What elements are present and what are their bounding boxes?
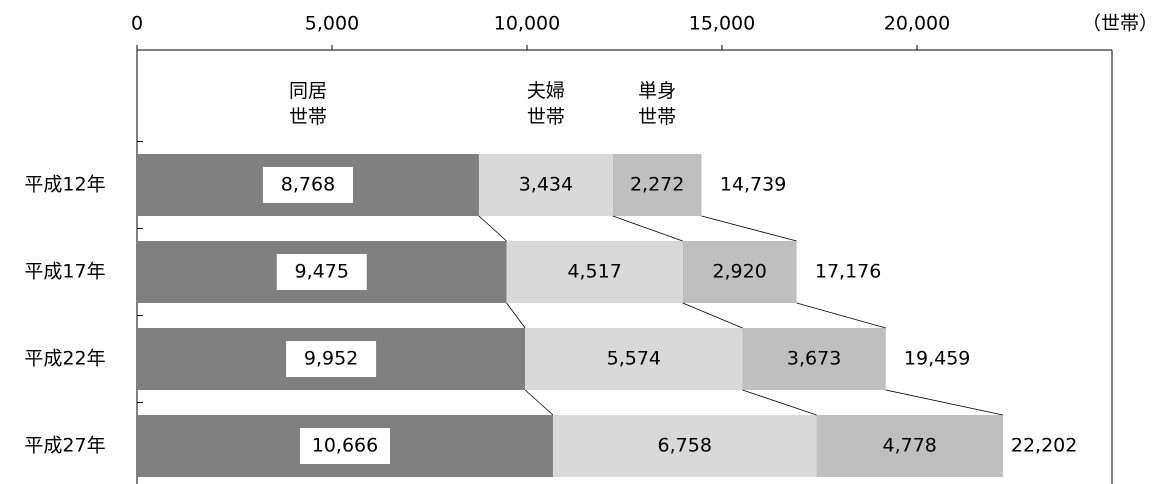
value-label: 4,517	[567, 261, 621, 283]
bar	[612, 154, 702, 216]
y-tick-label: 平成12年	[24, 174, 105, 196]
bar	[682, 241, 797, 303]
connector	[682, 302, 743, 329]
label-box	[286, 341, 377, 377]
bar	[816, 415, 1003, 477]
x-tick-label: 20,000	[884, 13, 950, 35]
label-box	[262, 167, 353, 203]
legend-label: 単身世帯	[638, 80, 677, 128]
value-label: 10,666	[312, 435, 378, 457]
connector	[524, 389, 554, 416]
x-tick-label: 5,000	[305, 13, 359, 35]
bar	[506, 241, 683, 303]
value-label: 2,920	[712, 261, 766, 283]
total-label: 17,176	[815, 261, 881, 283]
connector	[701, 215, 797, 242]
total-label: 22,202	[1011, 435, 1077, 457]
value-label: 2,272	[630, 174, 684, 196]
value-label: 3,434	[519, 174, 573, 196]
value-label: 5,574	[607, 348, 661, 370]
y-tick-label: 平成17年	[24, 261, 105, 283]
legend-label: 夫婦世帯	[526, 80, 565, 128]
legend-label: 同居世帯	[288, 80, 327, 128]
connector	[478, 215, 507, 242]
y-tick-label: 平成22年	[24, 348, 105, 370]
total-label: 14,739	[720, 174, 786, 196]
value-label: 8,768	[281, 174, 335, 196]
value-label: 4,778	[883, 435, 937, 457]
y-tick-label: 平成27年	[24, 435, 105, 457]
bar	[552, 415, 817, 477]
connector	[612, 215, 683, 242]
connector	[742, 389, 817, 416]
connector	[885, 389, 1003, 416]
total-label: 19,459	[904, 348, 970, 370]
value-label: 9,475	[295, 261, 349, 283]
x-tick-label: 15,000	[689, 13, 755, 35]
value-label: 9,952	[304, 348, 358, 370]
bar	[525, 328, 743, 390]
bar	[742, 328, 886, 390]
value-label: 6,758	[658, 435, 712, 457]
connector	[796, 302, 886, 329]
bar	[478, 154, 613, 216]
x-tick-label: 0	[131, 13, 143, 35]
x-unit: （世帯）	[1082, 13, 1157, 35]
label-box	[276, 254, 367, 290]
value-label: 3,673	[787, 348, 841, 370]
x-tick-label: 10,000	[494, 13, 560, 35]
label-box	[299, 428, 390, 464]
connector	[506, 302, 526, 329]
